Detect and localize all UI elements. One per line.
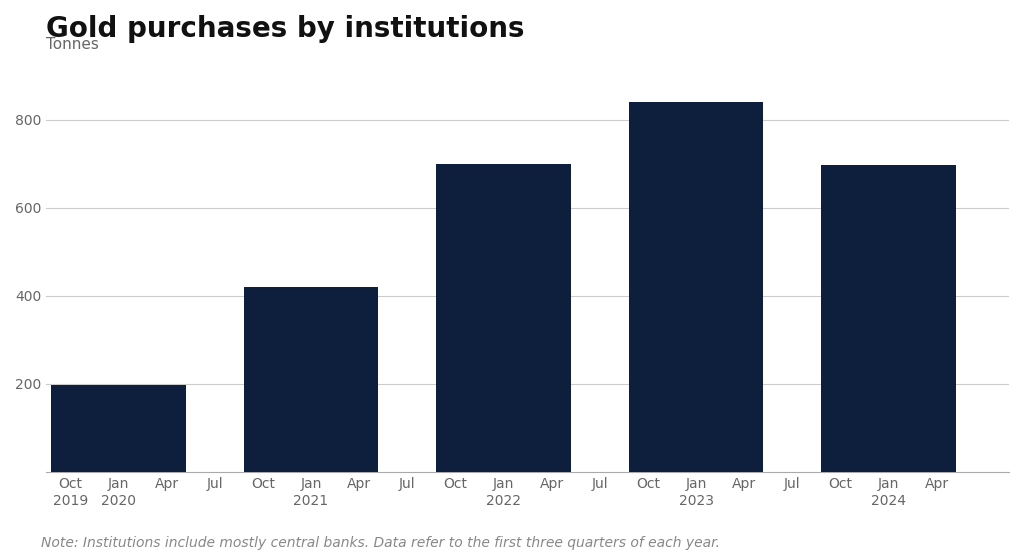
Bar	[821, 165, 956, 472]
Text: Note: Institutions include mostly central banks. Data refer to the first three q: Note: Institutions include mostly centra…	[41, 537, 720, 550]
Text: Tonnes: Tonnes	[46, 37, 99, 52]
Text: Gold purchases by institutions: Gold purchases by institutions	[46, 15, 524, 43]
Bar	[436, 163, 571, 472]
Bar	[629, 102, 764, 472]
Bar	[244, 287, 379, 472]
Bar	[51, 385, 185, 472]
